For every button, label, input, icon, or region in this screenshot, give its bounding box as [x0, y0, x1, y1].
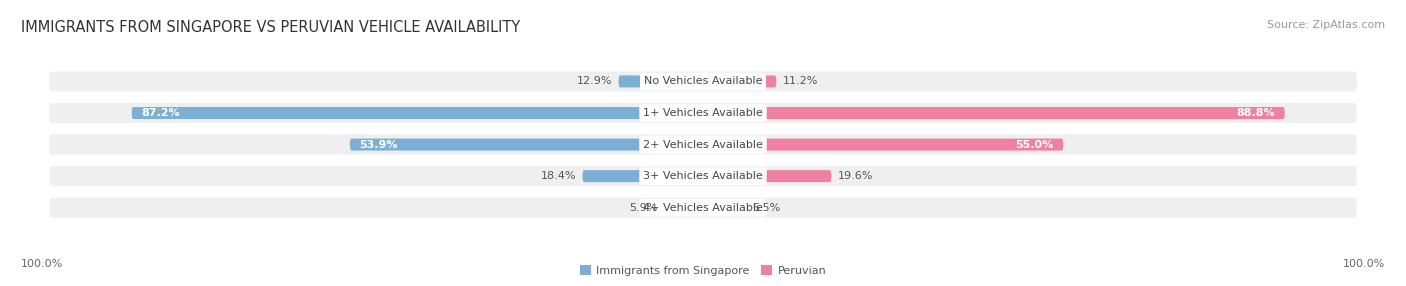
FancyBboxPatch shape	[48, 165, 1358, 188]
FancyBboxPatch shape	[48, 133, 1358, 156]
Text: 4+ Vehicles Available: 4+ Vehicles Available	[643, 203, 763, 213]
Text: 88.8%: 88.8%	[1236, 108, 1275, 118]
Text: Source: ZipAtlas.com: Source: ZipAtlas.com	[1267, 20, 1385, 30]
Text: IMMIGRANTS FROM SINGAPORE VS PERUVIAN VEHICLE AVAILABILITY: IMMIGRANTS FROM SINGAPORE VS PERUVIAN VE…	[21, 20, 520, 35]
Text: 5.9%: 5.9%	[630, 203, 658, 213]
FancyBboxPatch shape	[703, 139, 1063, 150]
Text: 100.0%: 100.0%	[21, 259, 63, 269]
Text: 53.9%: 53.9%	[360, 140, 398, 150]
FancyBboxPatch shape	[48, 70, 1358, 93]
FancyBboxPatch shape	[350, 139, 703, 150]
Text: 87.2%: 87.2%	[142, 108, 180, 118]
Text: 55.0%: 55.0%	[1015, 140, 1053, 150]
Text: 18.4%: 18.4%	[540, 171, 576, 181]
Text: 6.5%: 6.5%	[752, 203, 780, 213]
Text: 11.2%: 11.2%	[783, 76, 818, 86]
Text: 12.9%: 12.9%	[576, 76, 612, 86]
Text: 3+ Vehicles Available: 3+ Vehicles Available	[643, 171, 763, 181]
Text: 100.0%: 100.0%	[1343, 259, 1385, 269]
FancyBboxPatch shape	[703, 202, 745, 214]
FancyBboxPatch shape	[703, 170, 831, 182]
FancyBboxPatch shape	[582, 170, 703, 182]
Legend: Immigrants from Singapore, Peruvian: Immigrants from Singapore, Peruvian	[575, 261, 831, 280]
FancyBboxPatch shape	[703, 107, 1285, 119]
FancyBboxPatch shape	[703, 76, 776, 88]
Text: 2+ Vehicles Available: 2+ Vehicles Available	[643, 140, 763, 150]
FancyBboxPatch shape	[665, 202, 703, 214]
FancyBboxPatch shape	[132, 107, 703, 119]
FancyBboxPatch shape	[48, 196, 1358, 219]
Text: No Vehicles Available: No Vehicles Available	[644, 76, 762, 86]
FancyBboxPatch shape	[619, 76, 703, 88]
FancyBboxPatch shape	[48, 102, 1358, 124]
Text: 19.6%: 19.6%	[838, 171, 873, 181]
Text: 1+ Vehicles Available: 1+ Vehicles Available	[643, 108, 763, 118]
